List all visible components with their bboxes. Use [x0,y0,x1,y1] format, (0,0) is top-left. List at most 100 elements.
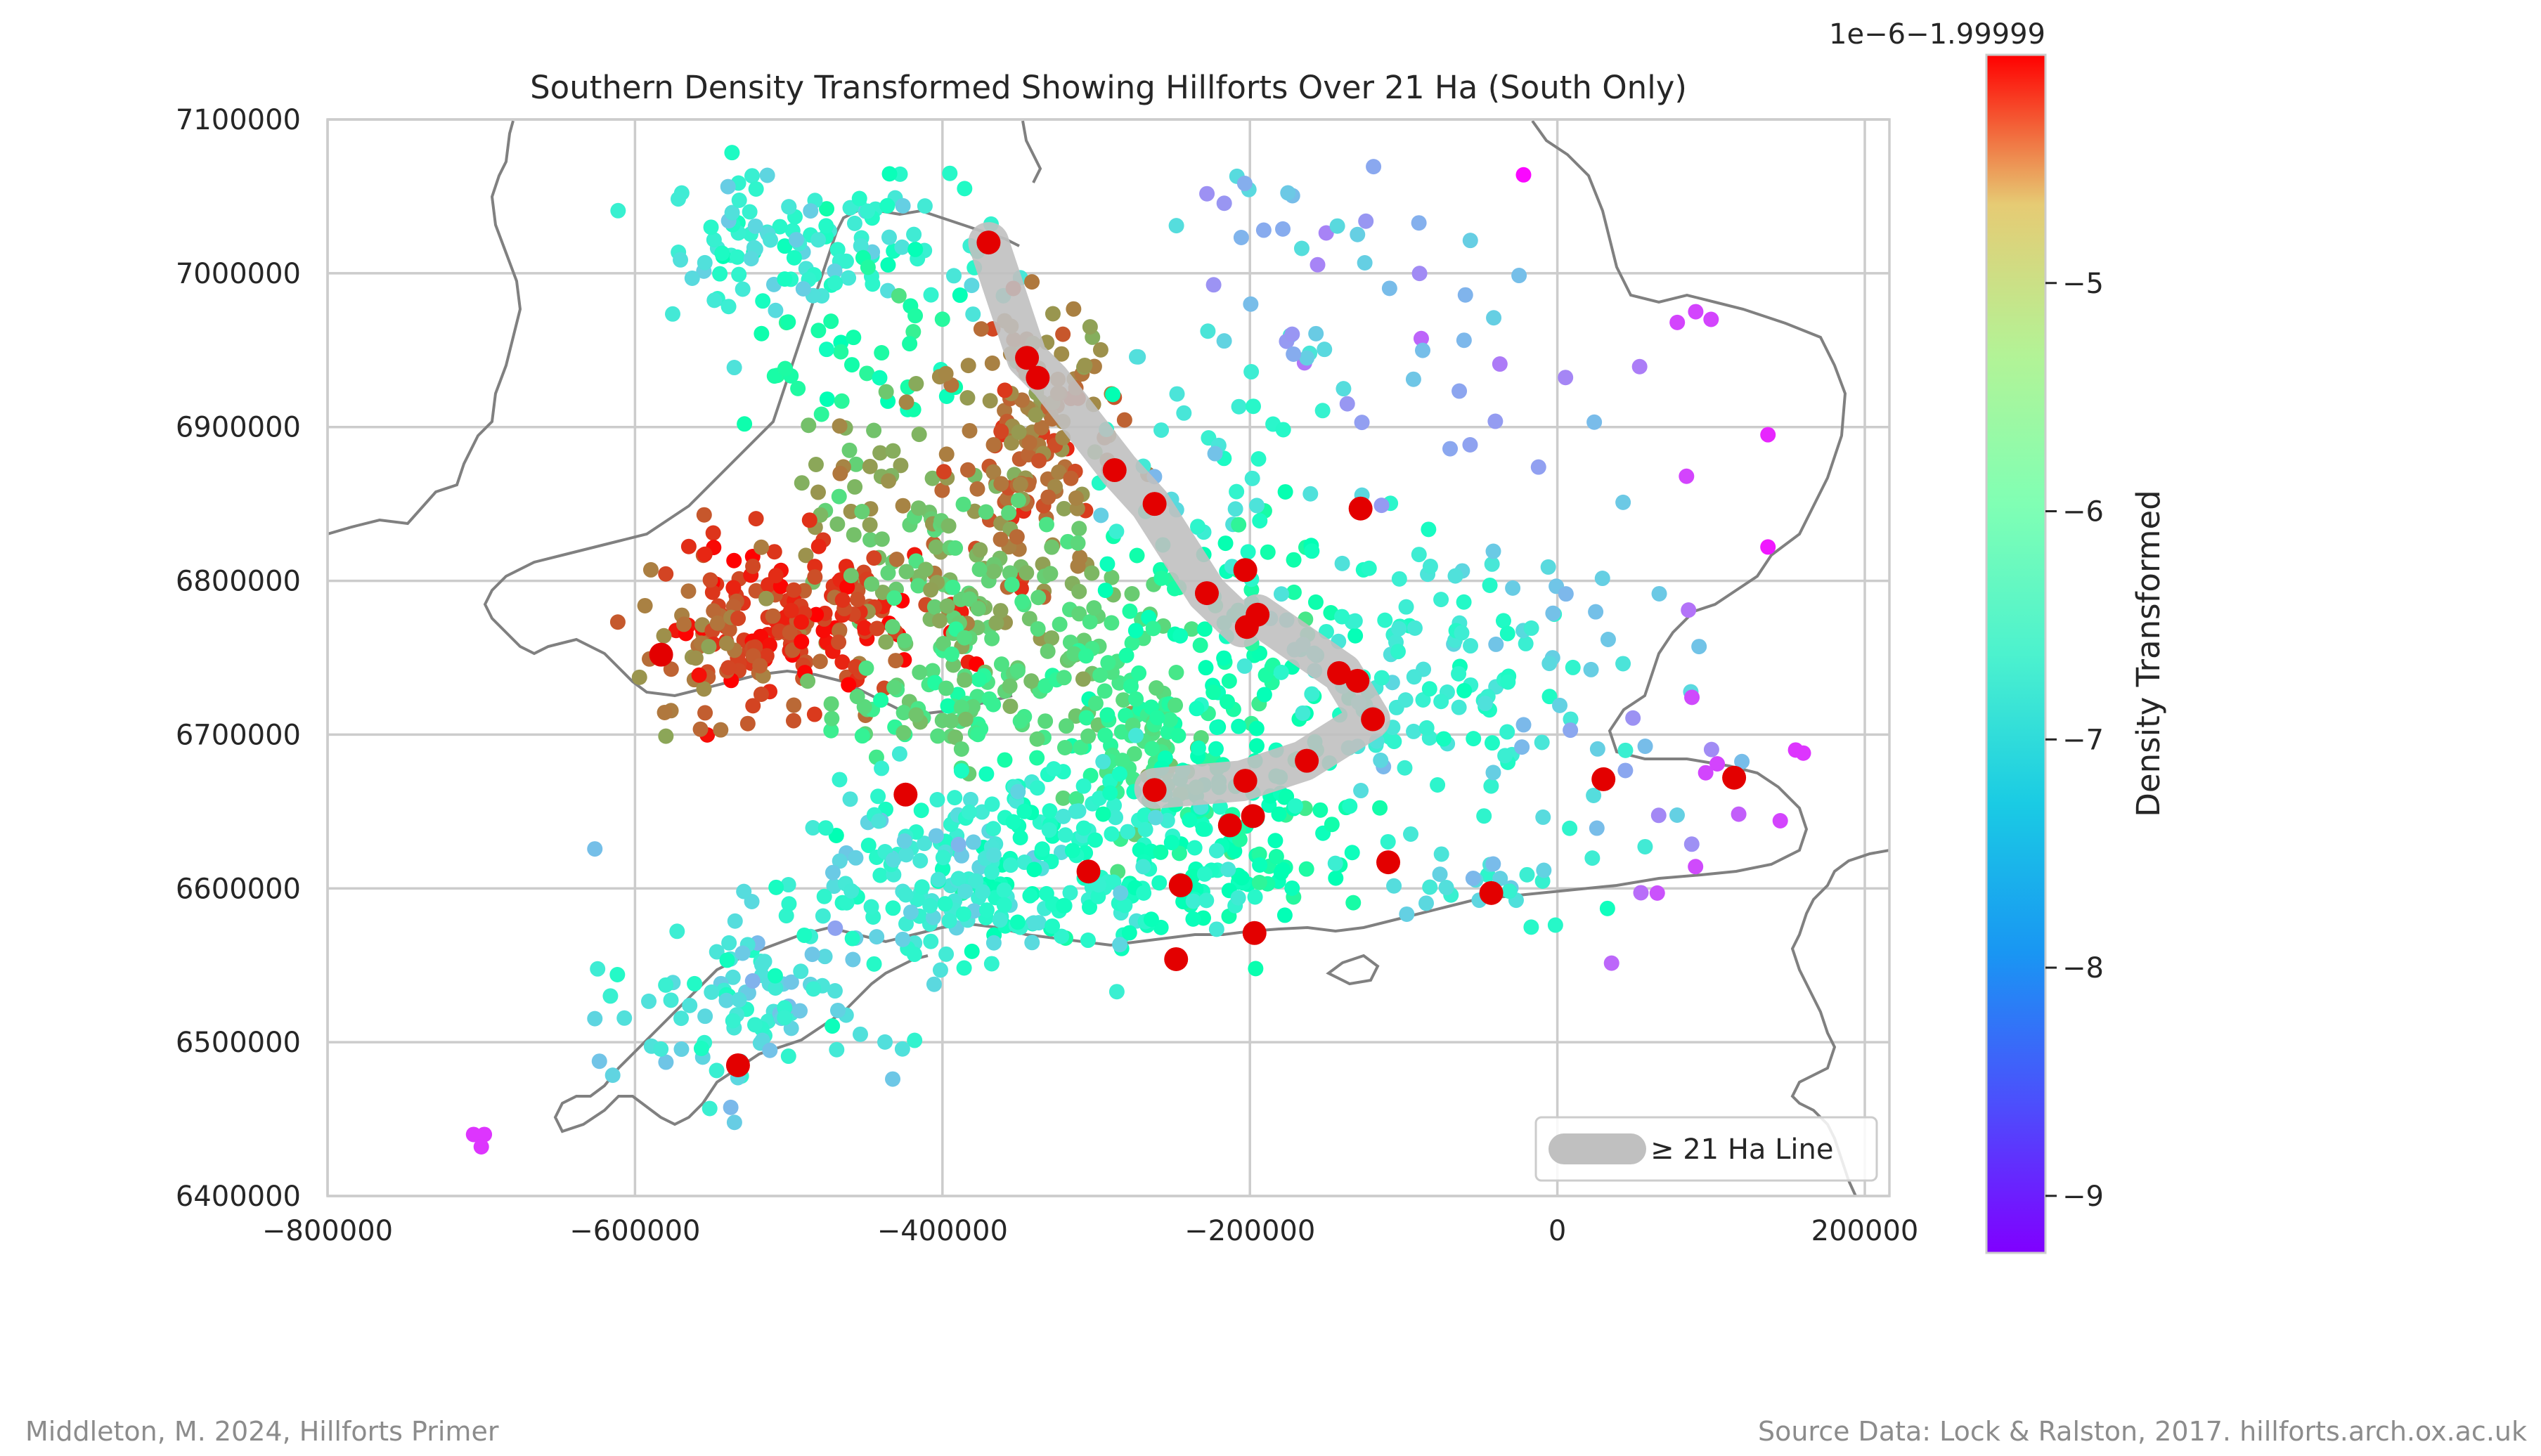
density-point [964,943,980,959]
density-point [1135,859,1151,875]
density-point [827,275,843,291]
density-point [984,796,1000,812]
density-point [962,422,978,438]
density-point [923,933,939,949]
density-point [1276,907,1293,923]
density-point [1484,735,1500,751]
density-point [834,393,850,409]
density-point [1273,664,1289,680]
density-point [910,578,926,594]
density-point [957,181,973,197]
density-point [1120,824,1136,840]
density-point [1095,806,1111,822]
density-point [1078,710,1094,726]
density-point [1669,807,1685,823]
density-point [1275,422,1291,438]
density-point [1260,544,1276,560]
density-point [684,270,700,286]
colorbar-gradient [1985,53,2047,1254]
density-point [1354,415,1370,431]
density-point [1486,310,1502,326]
density-point [1230,890,1246,906]
density-point [885,443,901,459]
density-point [697,546,713,562]
density-point [673,1010,690,1027]
density-point [687,650,704,666]
density-point [786,249,802,266]
density-point [1277,483,1293,500]
density-point [905,324,922,340]
density-point [985,696,1002,713]
density-point [735,281,751,297]
density-point [1082,319,1098,335]
density-point [1433,846,1449,862]
density-point [1252,857,1268,873]
density-point [1275,221,1291,237]
density-point [895,931,911,947]
density-point [886,680,902,696]
density-point [854,504,870,520]
density-point [806,706,822,722]
density-point [943,713,959,729]
density-point [1128,691,1144,707]
density-point [1760,427,1776,443]
density-point [1082,899,1098,915]
density-point [719,952,735,968]
density-point [1594,571,1610,587]
density-point [742,204,758,220]
density-point [885,852,901,868]
density-point [777,1010,793,1026]
density-point [1046,761,1062,777]
density-point [1422,879,1438,895]
density-point [873,692,889,708]
density-point [1386,878,1402,894]
density-point [1275,862,1291,878]
density-point [1127,623,1144,639]
density-point [1231,831,1248,847]
density-point [955,496,971,512]
density-point [591,1053,607,1070]
x-tick-label: −800000 [262,1215,393,1247]
density-point [1009,663,1026,679]
density-point [1243,296,1259,312]
density-point [1217,535,1234,552]
density-point [777,238,793,254]
density-point [843,357,860,373]
density-point [1118,647,1134,663]
density-point [957,711,974,727]
density-point [997,752,1013,768]
density-point [745,558,761,574]
density-point [725,969,741,985]
density-point [1251,846,1267,862]
density-point [1540,559,1556,575]
density-point [1137,821,1153,838]
density-point [1501,883,1518,899]
density-point [1406,723,1422,739]
density-point [847,479,863,495]
density-point [966,503,983,519]
density-point [465,1126,481,1143]
density-point [724,145,740,161]
density-point [1482,577,1498,593]
density-point [1457,287,1473,303]
density-point [812,654,828,670]
density-point [1227,843,1243,859]
density-point [758,590,775,606]
density-point [1565,659,1581,675]
density-point [1019,565,1035,581]
density-point [1545,605,1561,621]
density-point [796,927,813,943]
density-point [1198,892,1215,909]
large-hillfort-point [1345,668,1370,693]
density-point [1124,586,1140,602]
density-point [816,888,832,904]
density-point [1075,820,1092,836]
density-point [697,705,713,721]
density-point [1068,791,1085,807]
density-point [912,664,928,680]
density-point [1357,255,1373,271]
density-point [948,540,964,556]
density-point [896,705,912,721]
density-point [725,580,742,596]
large-hillfort-point [649,642,673,667]
